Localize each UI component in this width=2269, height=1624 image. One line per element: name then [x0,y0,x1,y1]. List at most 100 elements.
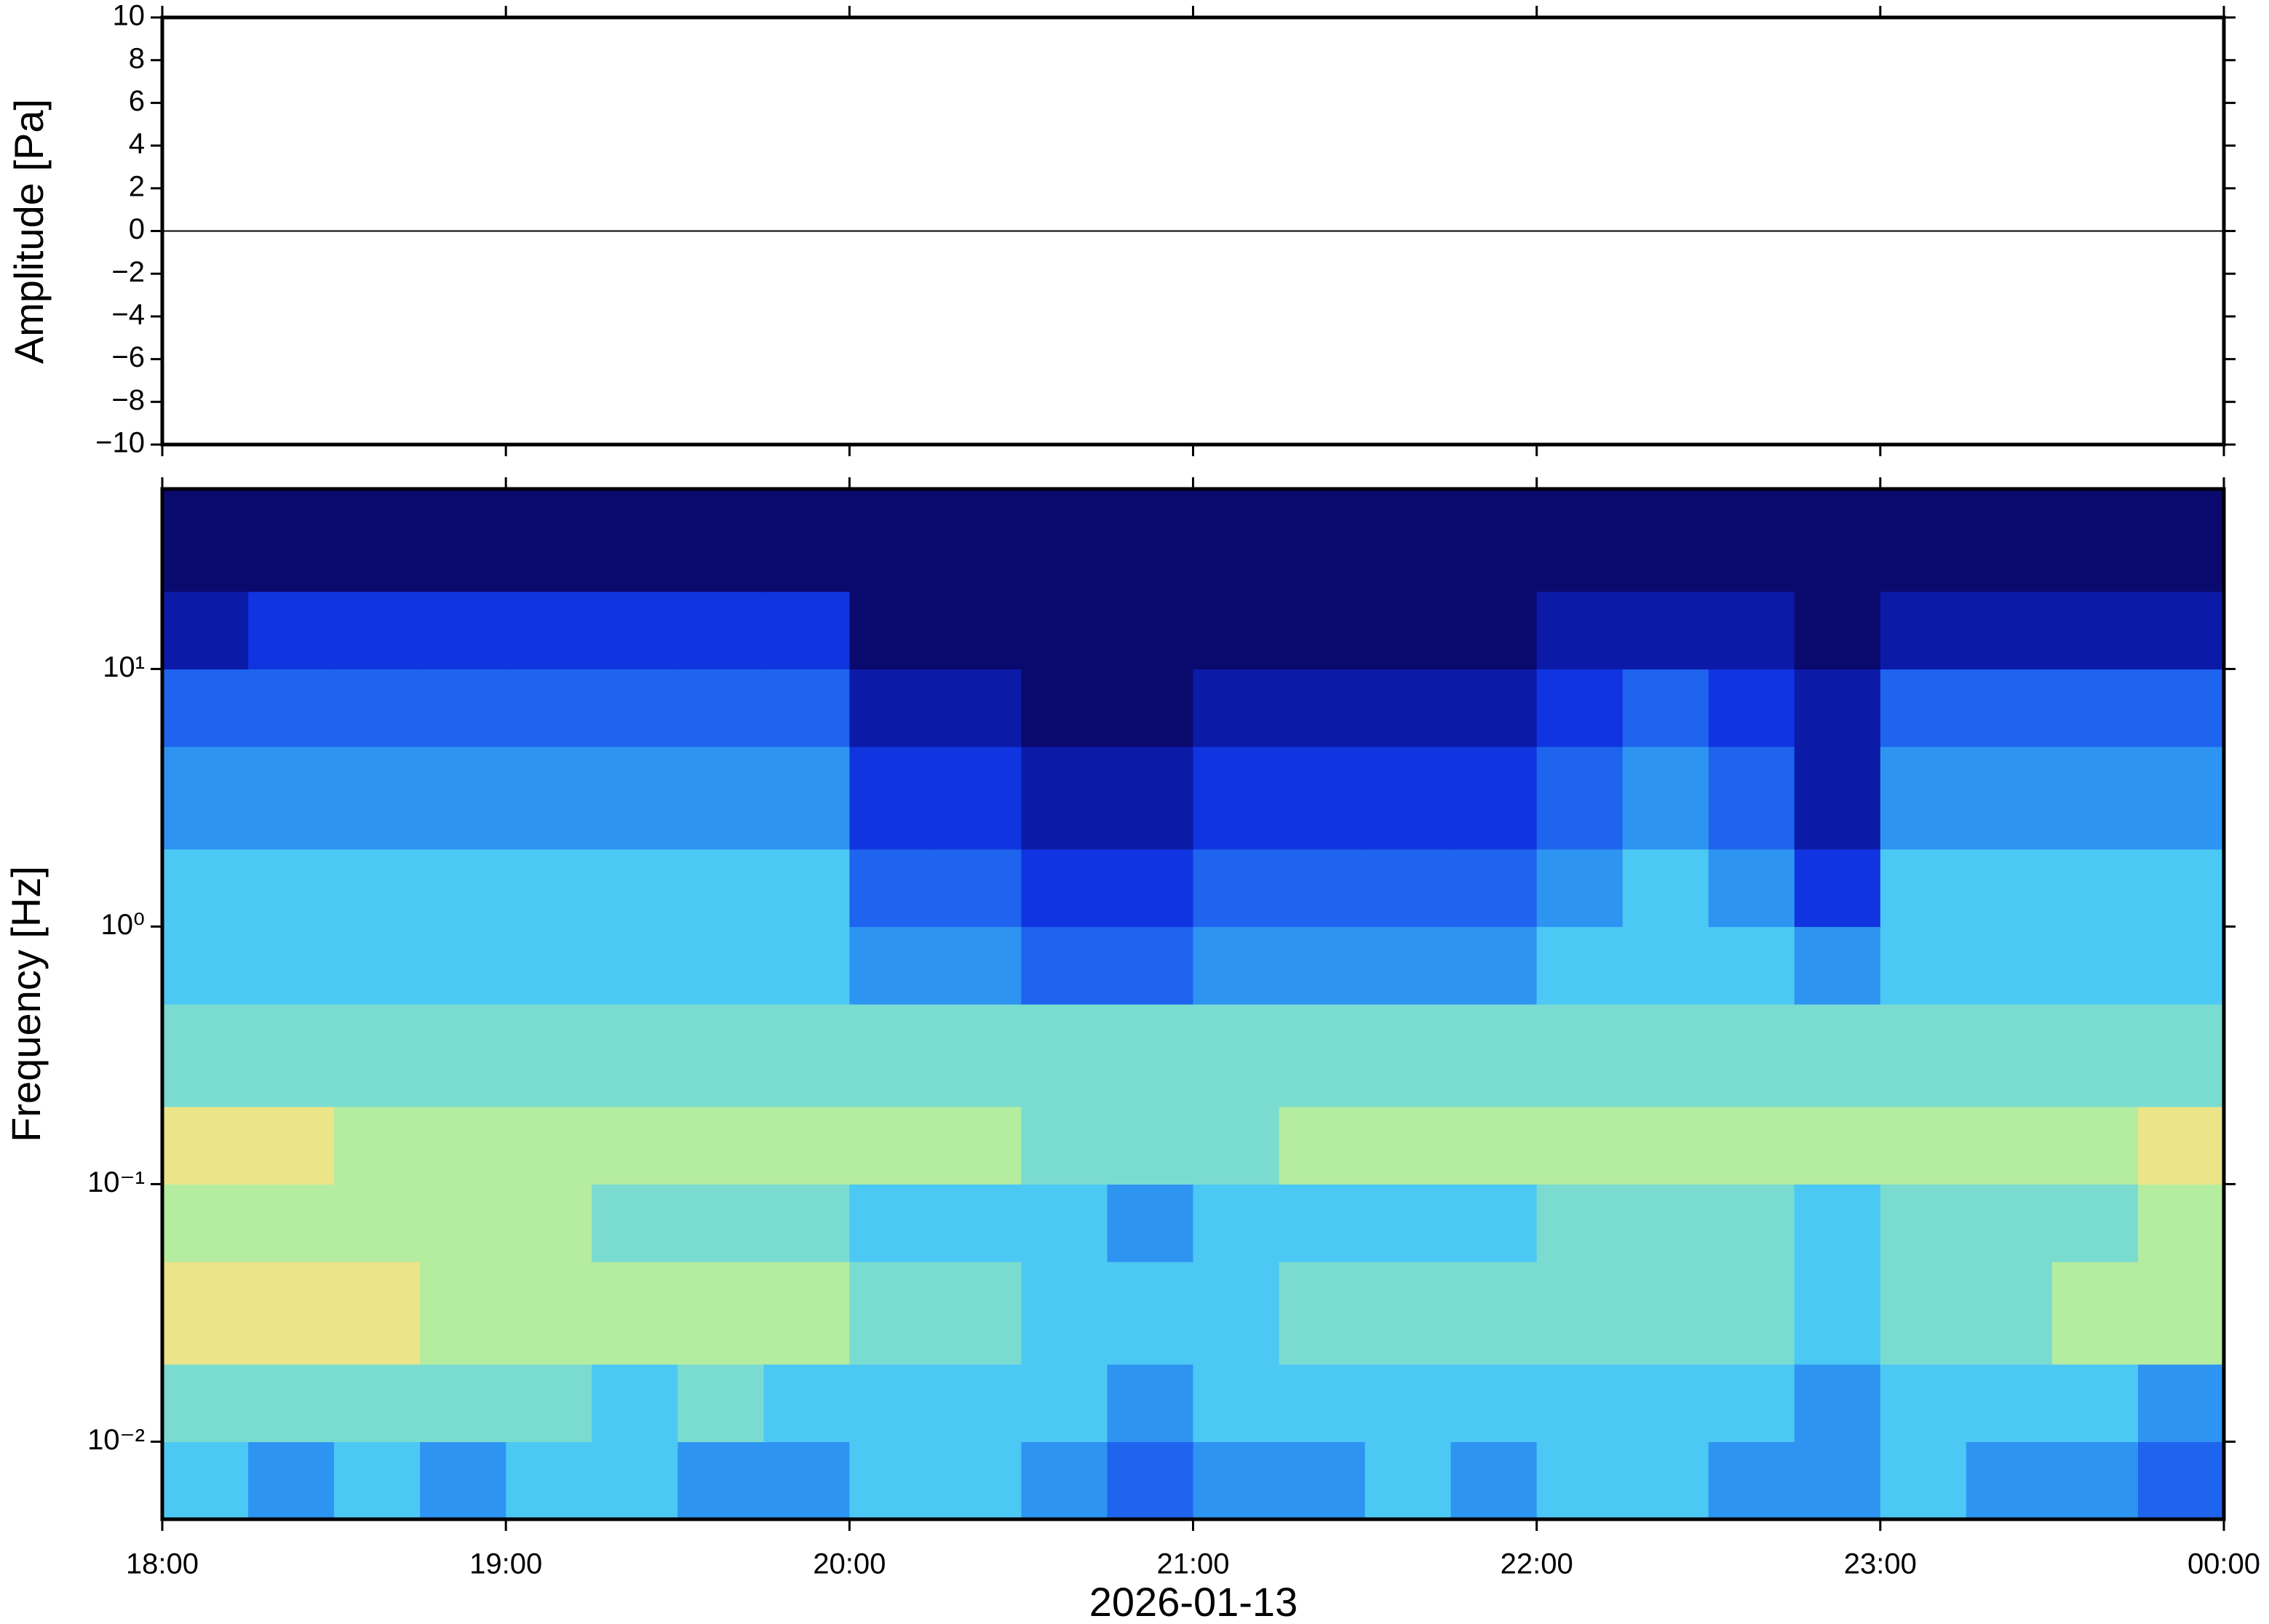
spectrogram-cell [592,1004,678,1107]
spectrogram-cell [1708,926,1795,1005]
spectrogram-cell [1450,747,1538,850]
spectrogram-cell [334,926,421,1005]
spectrogram-cell [1107,1364,1194,1443]
y-tick-label: 10¹ [103,651,145,683]
spectrogram-cell [763,1106,850,1185]
spectrogram-cell [677,591,764,670]
spectrogram-cell [1536,1184,1624,1262]
spectrogram-cell [1794,591,1881,670]
spectrogram-cell [1966,926,2053,1005]
spectrogram-cell [935,1262,1022,1365]
spectrogram-cell [1279,1441,1366,1520]
spectrogram-cell [1794,1106,1881,1185]
spectrogram-cell [1364,1262,1452,1365]
spectrogram-cell [1966,1106,2053,1185]
spectrogram-cell [1622,1184,1709,1262]
y-tick-label: −10 [95,427,145,459]
spectrogram-cell [248,1106,335,1185]
spectrogram-cell [1622,669,1709,747]
spectrogram-cell [935,747,1022,850]
spectrogram-cell [1794,669,1881,747]
spectrogram-cell [1794,1364,1881,1443]
spectrogram-cell [334,591,421,670]
spectrogram-cell [1794,1184,1881,1262]
spectrogram-cell [849,1106,936,1185]
y-tick-label: 10 [113,0,146,32]
spectrogram-cell [592,669,678,747]
spectrogram-cell [420,1262,506,1365]
spectrogram-cell [849,1364,936,1443]
x-tick-label: 21:00 [1156,1548,1229,1580]
spectrogram-cell [162,1106,249,1185]
spectrogram-cell [1021,669,1108,747]
spectrogram-cell [1794,926,1881,1005]
spectrogram-cell [1880,848,1967,928]
spectrogram-cell [2137,848,2225,928]
spectrogram-cell [1450,1184,1538,1262]
spectrogram-cell [1364,1184,1452,1262]
spectrogram-cell [1708,1106,1795,1185]
spectrogram-cell [1021,1262,1108,1365]
spectrogram-cell [334,848,421,928]
spectrogram-cell [2137,591,2225,670]
spectrogram-cell [935,489,1022,592]
spectrogram-cell [1364,669,1452,747]
spectrogram-cell [1450,489,1538,592]
spectrogram-cell [2051,1106,2139,1185]
spectrogram-cell [592,1184,678,1262]
spectrogram-cell [1107,669,1194,747]
spectrogram-cell [420,1004,506,1107]
spectrogram-cell [1450,1106,1538,1185]
spectrogram-cell [334,1106,421,1185]
spectrogram-cell [1880,1364,1967,1443]
spectrogram-cell [162,489,249,592]
spectrogram-cell [1364,926,1452,1005]
spectrogram-cell [849,669,936,747]
spectrogram-cell [1364,1364,1452,1443]
y-tick-label: 10⁻¹ [87,1166,145,1198]
spectrogram-cell [1622,591,1709,670]
spectrogram-cell [1708,669,1795,747]
spectrogram-cell [1193,747,1280,850]
spectrogram-cell [2051,1184,2139,1262]
spectrogram-cell [2051,1004,2139,1107]
spectrogram-cell [1021,747,1108,850]
spectrogram-cell [1107,926,1194,1005]
spectrogram-cell [1193,1262,1280,1365]
spectrogram-cell [1794,747,1881,850]
spectrogram-cell [1880,1262,1967,1365]
spectrogram-cell [248,669,335,747]
spectrogram-cell [506,669,592,747]
spectrogram-cell [1450,926,1538,1005]
spectrogram-cell [1364,1106,1452,1185]
spectrogram-cell [1021,1106,1108,1185]
spectrogram-cell [1279,1106,1366,1185]
spectrogram-cell [849,1262,936,1365]
spectrogram-cell [1279,848,1366,928]
spectrogram-cell [1021,1004,1108,1107]
spectrogram-cell [592,489,678,592]
spectrogram-cell [935,926,1022,1005]
y-tick-label: 8 [129,42,145,74]
spectrogram-cell [763,1441,850,1520]
x-axis-label: 2026-01-13 [1089,1579,1298,1624]
spectrogram-cell [1021,926,1108,1005]
spectrogram-cell [334,1262,421,1365]
spectrogram-cell [1279,1364,1366,1443]
spectrogram-cell [248,747,335,850]
spectrogram-cell [2137,1004,2225,1107]
spectrogram-cell [334,669,421,747]
spectrogram-cell [849,1004,936,1107]
spectrogram-cell [1708,848,1795,928]
spectrogram-cell [162,747,249,850]
spectrogram-cell [248,848,335,928]
spectrogram-cell [677,489,764,592]
spectrogram-cell [1622,1262,1709,1365]
spectrogram-cell [420,1184,506,1262]
spectrogram-cell [1193,669,1280,747]
spectrogram-cell [2137,489,2225,592]
spectrogram-cell [506,1262,592,1365]
spectrogram-cell [763,848,850,928]
spectrogram-cell [162,1262,249,1365]
